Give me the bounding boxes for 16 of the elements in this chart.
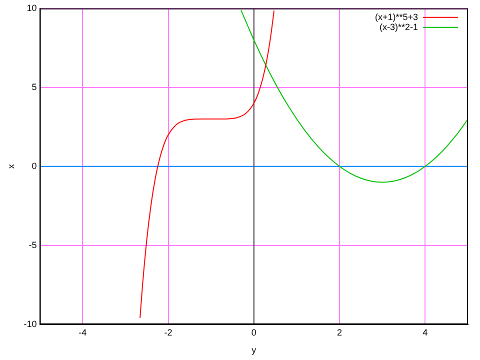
x-tick-label: 2 xyxy=(337,327,342,338)
x-axis-title: y xyxy=(252,345,257,356)
x-tick-label: -4 xyxy=(78,327,87,338)
y-axis-title: x xyxy=(6,164,16,169)
y-tick-label: 5 xyxy=(32,82,37,92)
y-tick-label: 10 xyxy=(26,2,37,13)
line-series xyxy=(140,10,275,319)
y-tick-label: -10 xyxy=(24,318,37,329)
x-tick-label: 0 xyxy=(251,327,256,338)
legend-label: (x-3)**2-1 xyxy=(379,22,418,32)
line-series xyxy=(240,10,468,183)
x-tick-label: 4 xyxy=(422,327,428,338)
legend-label: (x+1)**5+3 xyxy=(374,12,418,22)
x-tick-label: -2 xyxy=(164,327,172,338)
y-tick-label: -5 xyxy=(28,240,37,250)
y-tick-label: 0 xyxy=(32,160,37,171)
